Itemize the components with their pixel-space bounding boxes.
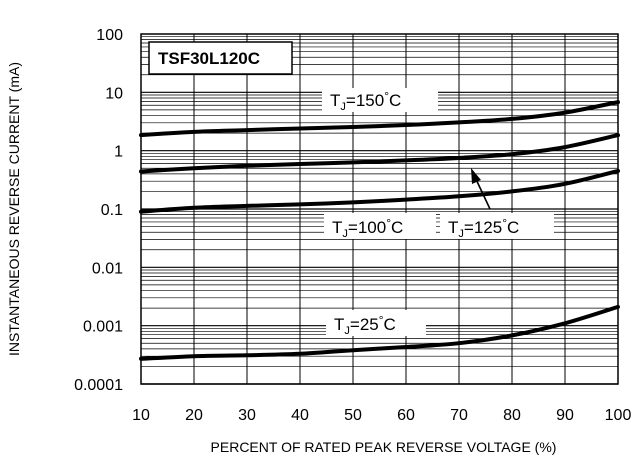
x-tick-label: 50 <box>344 407 362 424</box>
plot-frame <box>140 33 619 385</box>
y-tick-label: 0.1 <box>101 202 123 219</box>
x-tick-label: 70 <box>450 407 468 424</box>
x-tick-label: 100 <box>605 407 632 424</box>
series-label-bg <box>322 88 438 112</box>
series-label-t25: TJ=25°C <box>334 313 396 337</box>
y-tick-label: 0.001 <box>83 319 123 336</box>
x-tick-label: 40 <box>291 407 309 424</box>
x-tick-label: 90 <box>556 407 574 424</box>
y-tick-label: 1 <box>114 144 123 161</box>
x-tick-label: 20 <box>185 407 203 424</box>
x-tick-label: 30 <box>238 407 256 424</box>
x-tick-label: 60 <box>397 407 415 424</box>
y-tick-label: 100 <box>96 27 123 44</box>
y-tick-label: 0.0001 <box>74 377 123 394</box>
series-label-t125: TJ=125°C <box>448 216 519 240</box>
series-label-bg <box>326 310 426 336</box>
series-label-bg <box>440 213 554 239</box>
series-label-bg <box>324 213 436 239</box>
series-line-t150 <box>139 100 620 138</box>
series-label-t100: TJ=100°C <box>332 216 403 240</box>
y-axis-title: INSTANTANEOUS REVERSE CURRENT (mA) <box>6 62 22 356</box>
y-tick-label: 0.01 <box>92 260 123 277</box>
tick-labels: 10 20 30 40 50 60 70 80 90 100 0.0001 0.001 0.01 0.1 1… <box>74 27 631 424</box>
x-tick-label: 80 <box>503 407 521 424</box>
series-line-t100 <box>139 168 620 214</box>
chart-title: TSF30L120C <box>158 49 260 68</box>
series-labels: TJ=150°C TJ=100°C TJ=125°C TJ=25°C <box>322 88 554 337</box>
x-axis-title: PERCENT OF RATED PEAK REVERSE VOLTAGE (%… <box>211 439 557 455</box>
series-line-t25 <box>139 304 620 361</box>
series-line-t125 <box>139 133 620 174</box>
y-tick-label: 10 <box>105 85 123 102</box>
arrow-head <box>471 168 481 184</box>
series-lines <box>139 100 620 361</box>
chart-title-box <box>148 41 293 75</box>
series-label-t150: TJ=150°C <box>330 89 401 113</box>
x-tick-label: 10 <box>132 407 150 424</box>
